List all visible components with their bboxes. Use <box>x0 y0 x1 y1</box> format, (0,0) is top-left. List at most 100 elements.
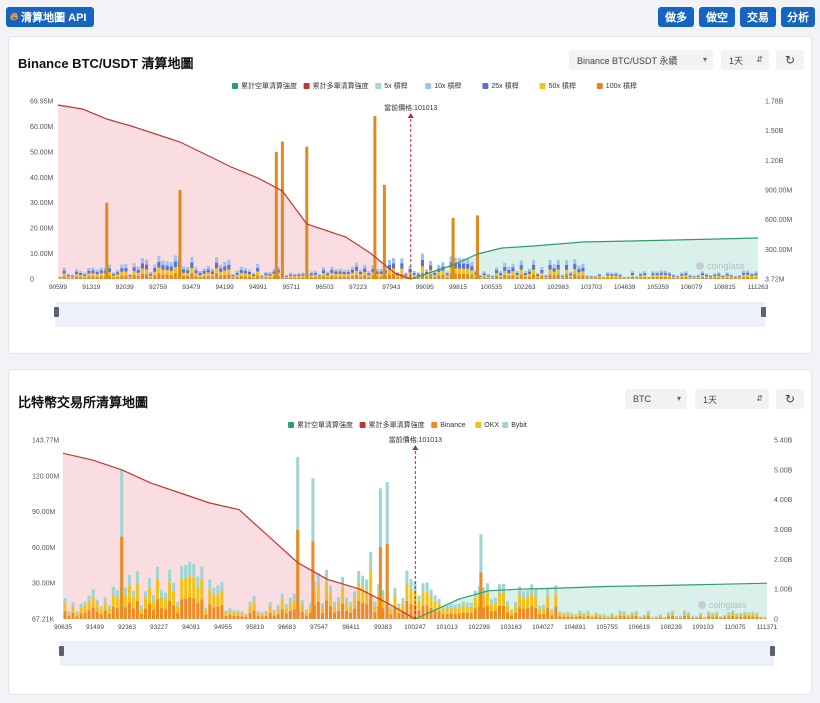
chart1-bar <box>260 278 264 279</box>
coin-select[interactable]: BTC ▾ <box>625 389 687 409</box>
chart2-x-tick: 109103 <box>692 624 714 631</box>
pair-select[interactable]: Binance BTC/USDT 永續 ▾ <box>569 50 713 70</box>
chart1-bar <box>379 276 383 279</box>
chart2-bar <box>405 600 409 619</box>
long-button[interactable]: 做多 <box>658 7 694 27</box>
chart2-y-left-tick: 67.21K <box>32 617 55 624</box>
analysis-button[interactable]: 分析 <box>781 7 815 27</box>
chart1-bar <box>124 267 128 272</box>
chart2-bar <box>268 612 272 619</box>
chart2-bar <box>570 616 574 619</box>
chart1-bar <box>462 258 466 264</box>
chart2-bar <box>381 589 385 598</box>
chart2-bar <box>514 612 518 619</box>
chart2-bar <box>759 616 763 618</box>
chart1-bar <box>437 264 441 269</box>
chart2-bar <box>626 615 630 618</box>
chart1-bar <box>116 272 120 275</box>
coin-select-value: BTC <box>633 394 651 404</box>
chart2-bar <box>498 592 501 606</box>
chart1-bar <box>453 268 457 274</box>
chart2-bar <box>735 613 739 615</box>
trade-button[interactable]: 交易 <box>740 7 776 27</box>
chart2-bar <box>300 599 304 605</box>
chart2-bar <box>650 617 654 618</box>
chart2-bar <box>695 617 699 618</box>
chart1-bar <box>692 278 696 279</box>
chart1-x-tick: 108815 <box>714 284 736 291</box>
chart2-bar <box>634 610 638 613</box>
chart1-bar <box>79 273 83 275</box>
chart1-bar <box>293 275 297 277</box>
chart1-bar <box>260 275 264 277</box>
chart1-bar <box>219 275 223 279</box>
chart1-bar <box>705 273 709 275</box>
chart2-bar <box>87 610 91 619</box>
chart1-bar <box>532 269 536 275</box>
chart1-bar <box>470 274 474 279</box>
chart2-bar <box>755 614 759 617</box>
chart2-bar <box>200 579 204 600</box>
refresh-button[interactable]: ↻ <box>776 389 804 409</box>
chart1-bar <box>169 270 173 275</box>
chart2-bar <box>321 603 324 607</box>
chart1-bar <box>371 268 375 273</box>
chart1-bar <box>725 275 729 278</box>
chart1-bar <box>635 278 639 279</box>
chart1-bar <box>83 274 87 276</box>
chart1-bar <box>659 274 663 277</box>
chart2-bar <box>638 617 642 618</box>
chart2-bar <box>256 612 260 616</box>
chart2-bar <box>622 616 626 619</box>
chart1-bar <box>733 276 737 278</box>
chart1-bar <box>408 272 412 276</box>
chart1-bar <box>404 277 408 279</box>
chart1-bar <box>647 278 651 279</box>
chart2-bar <box>542 608 546 614</box>
chart1-bar <box>692 276 696 278</box>
chart1-legend-swatch <box>232 83 238 89</box>
chart2-bar <box>739 613 743 615</box>
chart1-bar <box>433 271 437 273</box>
chart1-bar <box>565 269 569 275</box>
chart1-slider-handle-left <box>54 307 59 317</box>
chart1-bar <box>466 263 470 269</box>
chart1-bar <box>742 270 746 273</box>
chart1-bar <box>338 268 342 272</box>
chart2-bar <box>91 589 95 597</box>
chart1-bar <box>392 258 396 264</box>
chart2-bar <box>445 605 449 609</box>
chart1-bar <box>622 278 626 279</box>
chart2-bar <box>67 615 71 619</box>
chart2-bar <box>642 616 646 618</box>
chart2-bar <box>433 601 437 611</box>
chart1-bar <box>297 273 301 275</box>
refresh-button[interactable]: ↻ <box>776 50 804 70</box>
chart1-bar <box>737 276 741 278</box>
chart2-bar <box>156 599 159 619</box>
chart1-bar <box>750 274 754 276</box>
chart1-bar <box>663 270 667 273</box>
chart1-bar <box>334 276 338 279</box>
chart2-bar <box>703 618 707 619</box>
range-select[interactable]: 1天 ⇵ <box>695 389 769 409</box>
chart1-bar <box>116 274 120 277</box>
chart2-bar <box>489 611 493 619</box>
chart1-bar <box>614 274 618 276</box>
liquidation-map-api-button[interactable]: 🔥︎ 清算地圖 API <box>6 7 95 27</box>
chart2-y-right-tick: 5.00B <box>774 467 793 474</box>
range-select[interactable]: 1天 ⇵ <box>721 50 769 70</box>
chart1-bar <box>441 270 445 275</box>
chart2-bar <box>683 615 686 619</box>
short-button[interactable]: 做空 <box>699 7 735 27</box>
chart1-bar <box>676 275 680 277</box>
chart2-x-tick: 99383 <box>374 624 392 631</box>
chart1-bar <box>161 265 165 270</box>
chart1-bar <box>322 273 326 276</box>
chart2-bar <box>594 613 598 617</box>
chart2-y-right-tick: 0 <box>774 617 778 624</box>
chart2-bar <box>321 613 324 619</box>
chart2-bar <box>417 610 421 619</box>
chart1-x-tick: 97943 <box>382 284 400 291</box>
chart2-bar <box>300 604 304 612</box>
